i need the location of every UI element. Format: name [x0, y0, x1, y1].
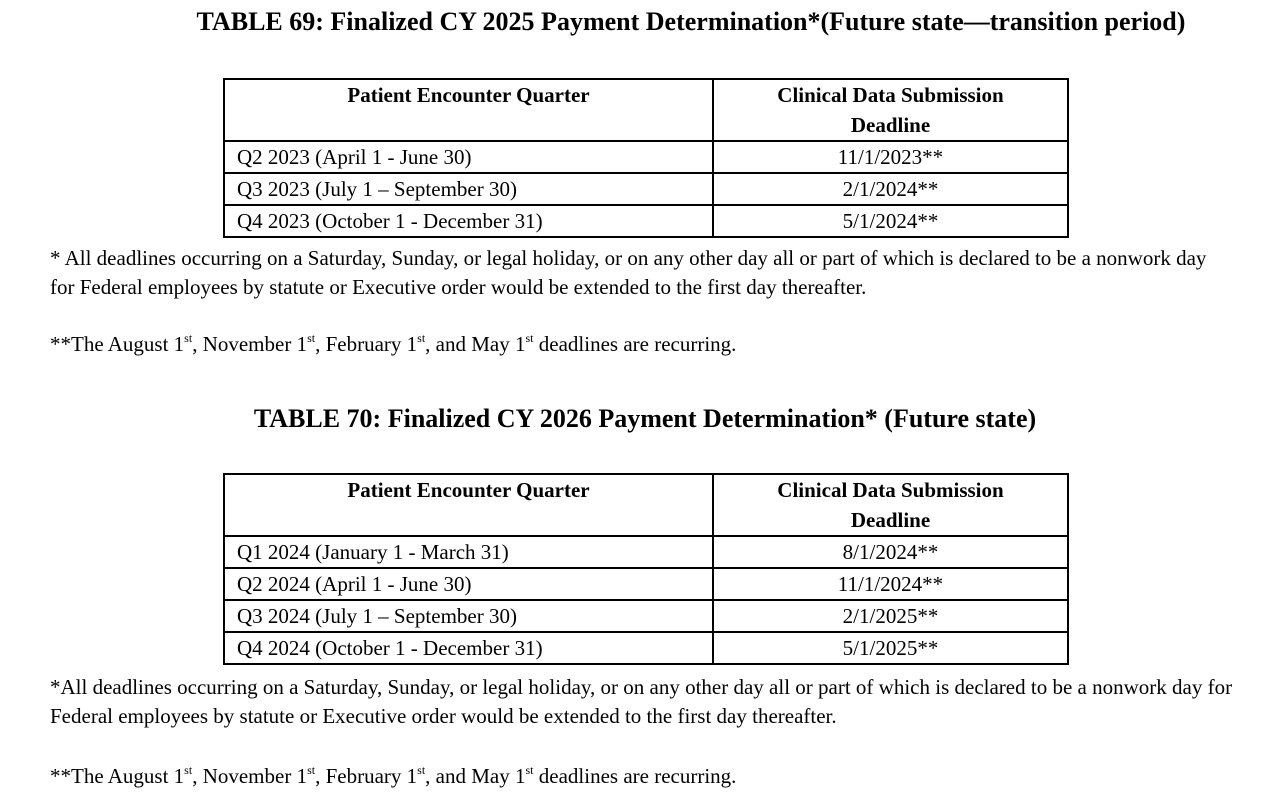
table-69-footnote: * All deadlines occurring on a Saturday,…	[50, 246, 1207, 299]
quarter-cell: Q2 2024 (April 1 - June 30)	[223, 567, 714, 601]
table-header-row: Patient Encounter Quarter Clinical Data …	[223, 78, 1069, 142]
table-row: Q4 2024 (October 1 - December 31) 5/1/202…	[223, 631, 1069, 665]
header-clinical-data-deadline: Clinical Data Submission Deadline	[712, 473, 1069, 537]
table-69: Patient Encounter Quarter Clinical Data …	[223, 78, 1069, 238]
quarter-cell: Q4 2024 (October 1 - December 31)	[223, 631, 714, 665]
deadline-cell: 5/1/2024**	[712, 204, 1069, 238]
ordinal-suffix: st	[525, 763, 534, 777]
header-patient-encounter-quarter: Patient Encounter Quarter	[223, 78, 714, 142]
ordinal-suffix: st	[417, 763, 426, 777]
ordinal-suffix: st	[184, 763, 193, 777]
table-70-title: TABLE 70: Finalized CY 2026 Payment Dete…	[253, 404, 1037, 433]
table-69-title: TABLE 69: Finalized CY 2025 Payment Dete…	[196, 7, 1186, 36]
quarter-cell: Q1 2024 (January 1 - March 31)	[223, 535, 714, 569]
deadline-cell: 11/1/2023**	[712, 140, 1069, 174]
table-row: Q2 2024 (April 1 - June 30) 11/1/2024**	[223, 567, 1069, 601]
table-row: Q3 2024 (July 1 – September 30) 2/1/2025*…	[223, 599, 1069, 633]
header-clinical-data-deadline: Clinical Data Submission Deadline	[712, 78, 1069, 142]
deadline-cell: 2/1/2024**	[712, 172, 1069, 206]
ordinal-suffix: st	[307, 331, 316, 345]
deadline-cell: 8/1/2024**	[712, 535, 1069, 569]
table-row: Q4 2023 (October 1 - December 31) 5/1/202…	[223, 204, 1069, 238]
table-row: Q2 2023 (April 1 - June 30) 11/1/2023**	[223, 140, 1069, 174]
ordinal-suffix: st	[417, 331, 426, 345]
note-text: , November 1	[192, 332, 308, 356]
table-69-recurring-note: **The August 1st, November 1st, February…	[50, 330, 736, 359]
note-text: , February 1	[315, 764, 418, 788]
note-text: **The August 1	[50, 332, 185, 356]
note-text: , February 1	[315, 332, 418, 356]
table-70-footnote: *All deadlines occurring on a Saturday, …	[50, 675, 1233, 728]
table-header-row: Patient Encounter Quarter Clinical Data …	[223, 473, 1069, 537]
table-row: Q1 2024 (January 1 - March 31) 8/1/2024**	[223, 535, 1069, 569]
table-70-recurring-note: **The August 1st, November 1st, February…	[50, 762, 736, 791]
note-text: deadlines are recurring.	[533, 764, 737, 788]
ordinal-suffix: st	[307, 763, 316, 777]
note-text: , November 1	[192, 764, 308, 788]
note-text: deadlines are recurring.	[533, 332, 737, 356]
note-text: **The August 1	[50, 764, 185, 788]
ordinal-suffix: st	[525, 331, 534, 345]
header-patient-encounter-quarter: Patient Encounter Quarter	[223, 473, 714, 537]
note-text: , and May 1	[425, 764, 526, 788]
table-70: Patient Encounter Quarter Clinical Data …	[223, 473, 1069, 665]
deadline-cell: 5/1/2025**	[712, 631, 1069, 665]
quarter-cell: Q3 2023 (July 1 – September 30)	[223, 172, 714, 206]
table-row: Q3 2023 (July 1 – September 30) 2/1/2024*…	[223, 172, 1069, 206]
note-text: , and May 1	[425, 332, 526, 356]
quarter-cell: Q2 2023 (April 1 - June 30)	[223, 140, 714, 174]
quarter-cell: Q3 2024 (July 1 – September 30)	[223, 599, 714, 633]
deadline-cell: 11/1/2024**	[712, 567, 1069, 601]
deadline-cell: 2/1/2025**	[712, 599, 1069, 633]
ordinal-suffix: st	[184, 331, 193, 345]
quarter-cell: Q4 2023 (October 1 - December 31)	[223, 204, 714, 238]
